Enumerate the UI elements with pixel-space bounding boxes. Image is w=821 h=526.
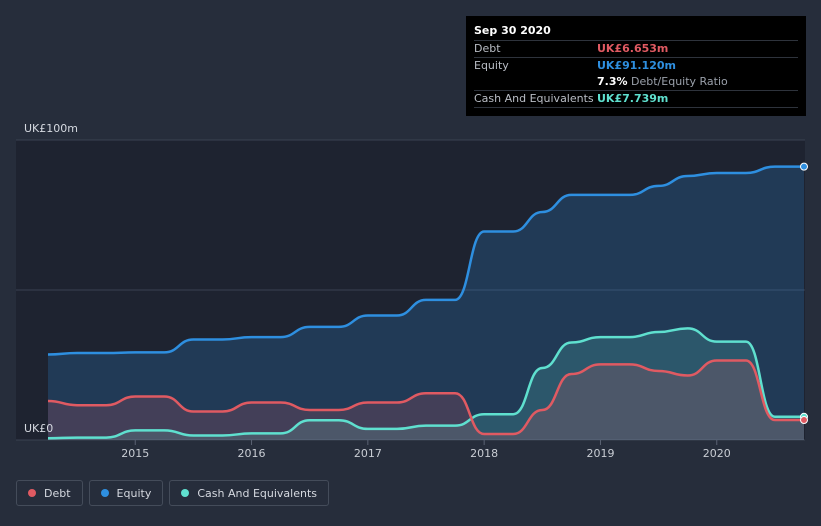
chart-legend: Debt Equity Cash And Equivalents [16,480,329,506]
tooltip-panel: Sep 30 2020 Debt UK£6.653m Equity UK£91.… [466,16,806,116]
x-tick-label-2020: 2020 [703,447,731,460]
x-tick-label-2018: 2018 [470,447,498,460]
equity-dot-icon [100,489,109,497]
tooltip-ratio: 7.3% Debt/Equity Ratio [597,74,728,90]
tooltip-bottom-rule [474,107,798,124]
y-axis-bottom-label: UK£0 [24,422,53,435]
series-line-cash-and-equivalents [47,327,804,440]
tooltip-row-debt: Debt UK£6.653m [474,40,798,57]
tooltip-row-ratio: 7.3% Debt/Equity Ratio [474,74,798,90]
tooltip-row-equity: Equity UK£91.120m [474,57,798,74]
x-tick-label-2017: 2017 [354,447,382,460]
tooltip-debt-label: Debt [474,42,501,55]
series-area-debt [48,360,804,440]
series-line-debt [47,359,804,436]
series-end-marker-equity [800,162,808,171]
series-area-equity [48,166,804,440]
series-layer [47,162,808,440]
tooltip-ratio-value: 7.3% [597,75,628,88]
y-axis-top-label: UK£100m [24,122,78,135]
series-line-equity [47,165,804,356]
tooltip-ratio-label: Debt/Equity Ratio [631,75,728,88]
tooltip-date: Sep 30 2020 [474,24,551,37]
legend-item-cash[interactable]: Cash And Equivalents [169,480,329,506]
tooltip-equity-value: UK£91.120m [597,59,677,72]
legend-item-equity[interactable]: Equity [88,480,164,506]
debt-dot-icon [28,489,36,497]
legend-debt-label: Debt [44,486,71,500]
tooltip-debt-value: UK£6.653m [597,42,669,55]
legend-cash-label: Cash And Equivalents [197,486,317,500]
legend-equity-label: Equity [116,486,152,500]
x-tick-label-2015: 2015 [121,447,149,460]
grid-lines [16,139,805,441]
series-area-cash-and-equivalents [48,328,804,440]
tooltip-row-cash: Cash And Equivalents UK£7.739m [474,90,798,107]
legend-item-debt[interactable]: Debt [16,480,83,506]
x-tick-label-2019: 2019 [586,447,614,460]
series-end-marker-debt [800,416,808,425]
x-tick-label-2016: 2016 [238,447,266,460]
cash-dot-icon [181,489,190,497]
tooltip-cash-value: UK£7.739m [597,92,669,105]
tooltip-cash-label: Cash And Equivalents [474,92,594,105]
tooltip-equity-label: Equity [474,59,509,72]
x-axis: 2015 2016 2017 2018 2019 2020 [121,440,731,460]
